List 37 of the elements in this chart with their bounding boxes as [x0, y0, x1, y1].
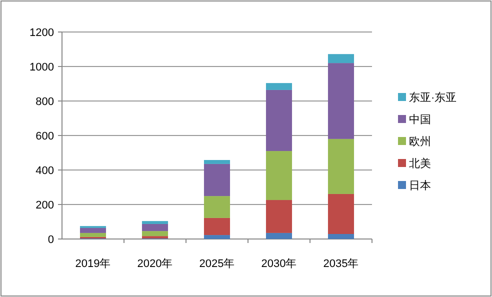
bar — [266, 200, 292, 233]
bar — [266, 90, 292, 152]
x-tick-label: 2019年 — [75, 258, 111, 270]
bar — [204, 164, 230, 196]
bar — [80, 228, 106, 233]
legend-label: 北美 — [409, 157, 431, 170]
bar — [204, 218, 230, 236]
bar — [328, 234, 354, 239]
bar — [266, 151, 292, 200]
y-tick-label: 200 — [36, 200, 54, 212]
y-tick-label: 1200 — [30, 27, 54, 39]
bar — [142, 221, 168, 224]
bar — [204, 160, 230, 164]
legend-label: 欧州 — [409, 135, 431, 148]
legend-label: 日本 — [409, 179, 431, 192]
bar — [142, 224, 168, 232]
y-tick-label: 800 — [36, 96, 54, 108]
x-tick-label: 2025年 — [199, 258, 235, 270]
x-tick-label: 2035年 — [323, 258, 359, 270]
bar — [328, 138, 354, 194]
y-tick-label: 1000 — [30, 62, 54, 74]
bar — [328, 63, 354, 139]
bar — [266, 83, 292, 90]
x-tick-label: 2020年 — [137, 258, 173, 270]
y-tick-label: 0 — [48, 234, 54, 246]
legend-label: 中国 — [409, 113, 431, 126]
y-tick-label: 400 — [36, 165, 54, 177]
bar — [266, 232, 292, 239]
bar — [204, 235, 230, 239]
legend-label: 东亚·东亚 — [409, 91, 457, 104]
bar — [328, 194, 354, 234]
bar — [80, 232, 106, 237]
bar — [204, 196, 230, 218]
bar — [142, 231, 168, 236]
bar — [328, 54, 354, 64]
y-tick-label: 600 — [36, 130, 54, 142]
x-tick-label: 2030年 — [261, 258, 297, 270]
